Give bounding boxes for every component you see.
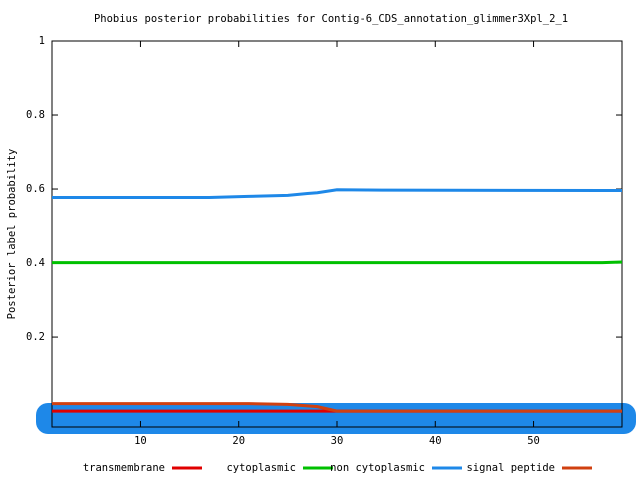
y-tick-label: 1: [39, 35, 45, 47]
y-tick-label: 0.4: [26, 257, 45, 269]
legend-label: transmembrane: [83, 462, 165, 474]
series-line: [52, 402, 622, 413]
y-tick-label: 0.8: [26, 109, 45, 121]
plot-frame: [51, 40, 623, 428]
y-tick-label: 0.6: [26, 183, 45, 195]
y-tick-label: 0.2: [26, 331, 45, 343]
legend-label: signal peptide: [466, 462, 555, 474]
series-line: [52, 260, 623, 265]
x-tick-label: 40: [429, 435, 442, 447]
legend-label: cytoplasmic: [226, 462, 296, 474]
legend-label: non cytoplasmic: [330, 462, 425, 474]
x-tick-label: 10: [134, 435, 147, 447]
y-axis-label: Posterior label probability: [6, 149, 18, 320]
chart-title: Phobius posterior probabilities for Cont…: [94, 13, 568, 25]
x-tick-label: 30: [331, 435, 344, 447]
annotation-band: [36, 403, 636, 434]
x-tick-label: 20: [232, 435, 245, 447]
x-tick-label: 50: [527, 435, 540, 447]
series-line: [52, 188, 622, 200]
